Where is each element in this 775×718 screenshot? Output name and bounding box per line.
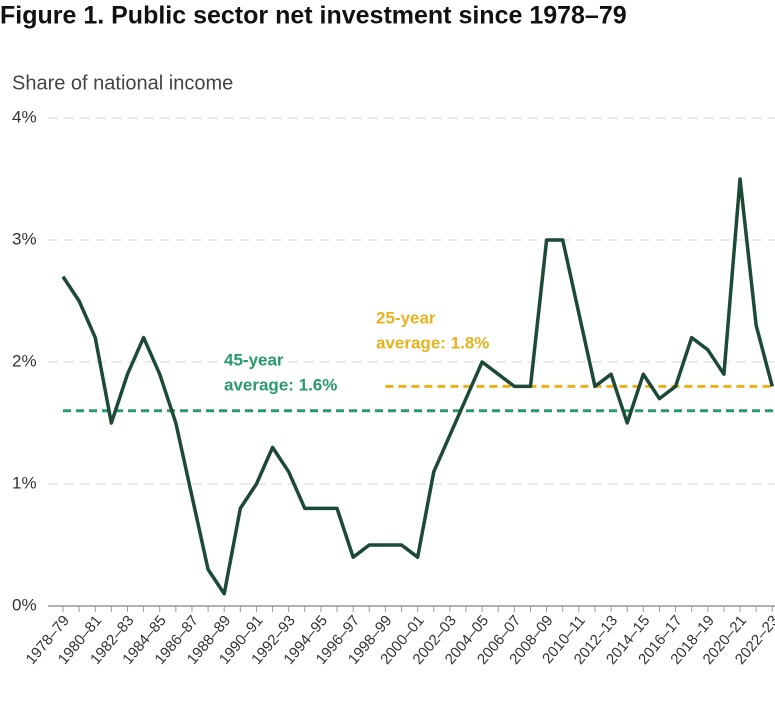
y-tick-label: 4% xyxy=(12,107,37,126)
average-label: average: 1.6% xyxy=(224,375,337,394)
data-line xyxy=(61,177,774,596)
chart-title: Figure 1. Public sector net investment s… xyxy=(0,2,627,30)
average-label: 45-year xyxy=(224,350,284,369)
y-tick-label: 2% xyxy=(12,351,37,370)
average-label: 25-year xyxy=(376,308,436,327)
chart-subtitle: Share of national income xyxy=(12,72,233,94)
y-tick-label: 0% xyxy=(12,595,37,614)
y-tick-label: 3% xyxy=(12,229,37,248)
average-label: average: 1.8% xyxy=(376,333,489,352)
y-tick-label: 1% xyxy=(12,473,37,492)
